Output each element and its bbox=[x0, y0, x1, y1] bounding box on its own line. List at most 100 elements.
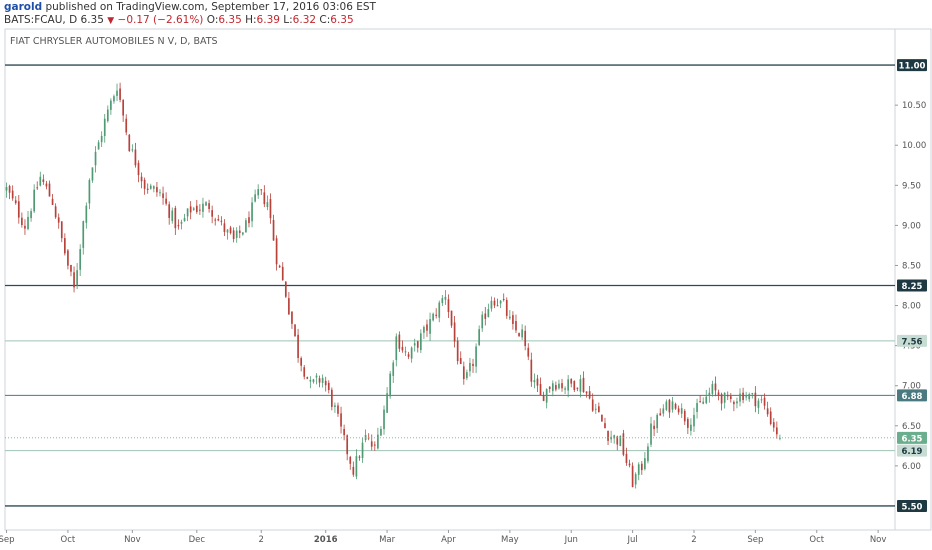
candle-body[interactable] bbox=[199, 209, 201, 211]
candle-body[interactable] bbox=[64, 238, 66, 254]
candle-body[interactable] bbox=[67, 250, 69, 266]
candle-body[interactable] bbox=[242, 232, 244, 235]
candle-body[interactable] bbox=[729, 396, 732, 399]
candle-body[interactable] bbox=[521, 329, 523, 338]
candle-body[interactable] bbox=[647, 446, 649, 462]
candle-body[interactable] bbox=[300, 358, 302, 366]
candle-body[interactable] bbox=[708, 392, 711, 396]
author-link[interactable]: garold bbox=[4, 1, 43, 13]
candle-body[interactable] bbox=[217, 219, 220, 221]
candle-body[interactable] bbox=[548, 386, 551, 389]
candle-body[interactable] bbox=[288, 298, 290, 315]
candle-body[interactable] bbox=[162, 193, 164, 199]
candle-body[interactable] bbox=[189, 206, 192, 213]
candle-body[interactable] bbox=[551, 383, 554, 392]
candle-body[interactable] bbox=[579, 379, 582, 392]
candle-body[interactable] bbox=[33, 189, 35, 212]
candle-body[interactable] bbox=[315, 375, 318, 378]
candle-body[interactable] bbox=[435, 314, 438, 316]
candle-body[interactable] bbox=[159, 192, 161, 194]
candle-body[interactable] bbox=[530, 359, 533, 382]
candle-body[interactable] bbox=[404, 351, 407, 353]
candle-body[interactable] bbox=[656, 414, 658, 429]
candle-body[interactable] bbox=[720, 394, 723, 404]
candle-body[interactable] bbox=[343, 428, 345, 436]
candle-body[interactable] bbox=[27, 216, 29, 230]
candle-body[interactable] bbox=[165, 198, 167, 204]
candle-body[interactable] bbox=[478, 329, 480, 345]
candle-body[interactable] bbox=[640, 463, 643, 471]
candle-body[interactable] bbox=[106, 109, 109, 122]
candle-body[interactable] bbox=[97, 142, 100, 150]
candle-body[interactable] bbox=[392, 362, 395, 376]
candle-body[interactable] bbox=[677, 408, 680, 413]
candle-body[interactable] bbox=[334, 405, 336, 407]
candle-body[interactable] bbox=[459, 358, 462, 364]
candle-body[interactable] bbox=[70, 264, 72, 272]
candle-body[interactable] bbox=[653, 425, 655, 430]
candle-body[interactable] bbox=[306, 377, 309, 379]
candle-body[interactable] bbox=[493, 300, 496, 306]
candle-body[interactable] bbox=[220, 220, 223, 222]
candle-body[interactable] bbox=[502, 299, 505, 301]
candle-body[interactable] bbox=[515, 321, 517, 331]
candle-body[interactable] bbox=[536, 378, 539, 386]
candle-body[interactable] bbox=[714, 383, 717, 391]
candle-body[interactable] bbox=[745, 396, 747, 398]
candle-body[interactable] bbox=[487, 309, 490, 318]
candle-body[interactable] bbox=[674, 403, 677, 409]
candle-body[interactable] bbox=[680, 408, 683, 414]
candle-body[interactable] bbox=[183, 217, 186, 222]
candle-body[interactable] bbox=[533, 380, 536, 383]
candle-body[interactable] bbox=[223, 223, 226, 233]
candle-body[interactable] bbox=[214, 219, 217, 221]
candle-body[interactable] bbox=[772, 422, 775, 428]
candle-body[interactable] bbox=[733, 401, 735, 405]
candle-body[interactable] bbox=[269, 199, 272, 219]
candle-body[interactable] bbox=[260, 189, 263, 191]
candle-body[interactable] bbox=[186, 208, 189, 217]
candle-body[interactable] bbox=[499, 300, 502, 304]
candle-body[interactable] bbox=[779, 437, 781, 439]
candle-body[interactable] bbox=[24, 225, 26, 229]
candle-body[interactable] bbox=[410, 347, 413, 359]
candle-body[interactable] bbox=[484, 313, 487, 319]
candle-body[interactable] bbox=[318, 378, 321, 383]
candle-body[interactable] bbox=[54, 206, 57, 218]
candle-body[interactable] bbox=[444, 296, 447, 300]
candle-body[interactable] bbox=[453, 322, 456, 342]
candle-body[interactable] bbox=[272, 219, 275, 241]
candle-body[interactable] bbox=[776, 427, 778, 435]
candle-body[interactable] bbox=[156, 187, 158, 193]
candle-body[interactable] bbox=[416, 341, 419, 348]
candle-body[interactable] bbox=[662, 408, 665, 414]
candle-body[interactable] bbox=[659, 413, 662, 416]
candle-body[interactable] bbox=[616, 436, 619, 445]
candle-body[interactable] bbox=[650, 423, 652, 445]
candle-body[interactable] bbox=[683, 410, 686, 422]
candle-body[interactable] bbox=[11, 190, 14, 199]
candle-body[interactable] bbox=[321, 377, 324, 383]
candle-body[interactable] bbox=[594, 408, 597, 410]
candle-body[interactable] bbox=[245, 220, 247, 233]
candle-body[interactable] bbox=[116, 90, 118, 96]
candle-body[interactable] bbox=[57, 217, 60, 223]
candle-body[interactable] bbox=[73, 272, 75, 288]
candle-body[interactable] bbox=[564, 388, 566, 390]
candle-body[interactable] bbox=[739, 393, 741, 402]
candle-body[interactable] bbox=[192, 208, 195, 210]
candle-body[interactable] bbox=[337, 405, 339, 414]
candle-body[interactable] bbox=[567, 379, 569, 391]
candle-body[interactable] bbox=[361, 442, 364, 459]
candle-body[interactable] bbox=[349, 456, 352, 464]
candle-body[interactable] bbox=[631, 465, 634, 488]
candle-body[interactable] bbox=[671, 401, 674, 410]
candle-body[interactable] bbox=[644, 458, 646, 470]
candle-body[interactable] bbox=[137, 162, 140, 176]
candle-body[interactable] bbox=[542, 395, 545, 401]
candle-body[interactable] bbox=[202, 203, 204, 212]
candle-body[interactable] bbox=[757, 400, 760, 408]
candle-body[interactable] bbox=[266, 202, 269, 208]
candle-body[interactable] bbox=[303, 367, 306, 377]
candle-body[interactable] bbox=[168, 204, 171, 218]
